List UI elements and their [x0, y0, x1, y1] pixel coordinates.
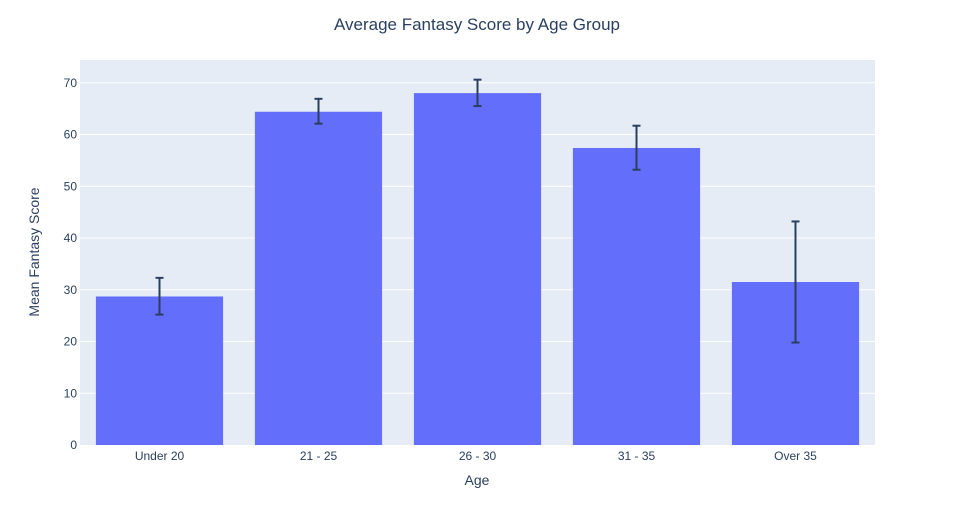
y-tick-label: 20 [64, 335, 78, 349]
y-tick-label: 40 [64, 231, 78, 245]
error-bar-3 [473, 78, 482, 108]
error-bars [155, 78, 800, 344]
error-bar-4 [632, 124, 641, 171]
bar-3 [413, 93, 542, 445]
x-tick-label: 21 - 25 [300, 449, 338, 463]
x-tick-label: 31 - 35 [618, 449, 656, 463]
y-axis-title: Mean Fantasy Score [26, 187, 42, 316]
y-tick-label: 30 [64, 283, 78, 297]
chart-title: Average Fantasy Score by Age Group [334, 15, 620, 34]
y-tick-label: 10 [64, 386, 78, 400]
x-axis-ticks: Under 20 21 - 25 26 - 30 31 - 35 Over 35 [135, 449, 817, 463]
error-bar-5 [791, 220, 800, 344]
y-tick-label: 60 [64, 128, 78, 142]
y-tick-label: 0 [70, 438, 77, 452]
y-tick-label: 70 [64, 76, 78, 90]
x-axis-title: Age [465, 472, 490, 488]
x-tick-label: Over 35 [774, 449, 817, 463]
y-axis-ticks: 0 10 20 30 40 50 60 70 [64, 76, 78, 452]
bar-1 [95, 296, 224, 445]
x-tick-label: 26 - 30 [459, 449, 497, 463]
bars [95, 93, 860, 445]
bar-2 [254, 111, 383, 445]
y-tick-label: 50 [64, 179, 78, 193]
error-bar-1 [155, 276, 164, 316]
bar-4 [572, 147, 701, 445]
error-bar-2 [314, 97, 323, 125]
x-tick-label: Under 20 [135, 449, 185, 463]
